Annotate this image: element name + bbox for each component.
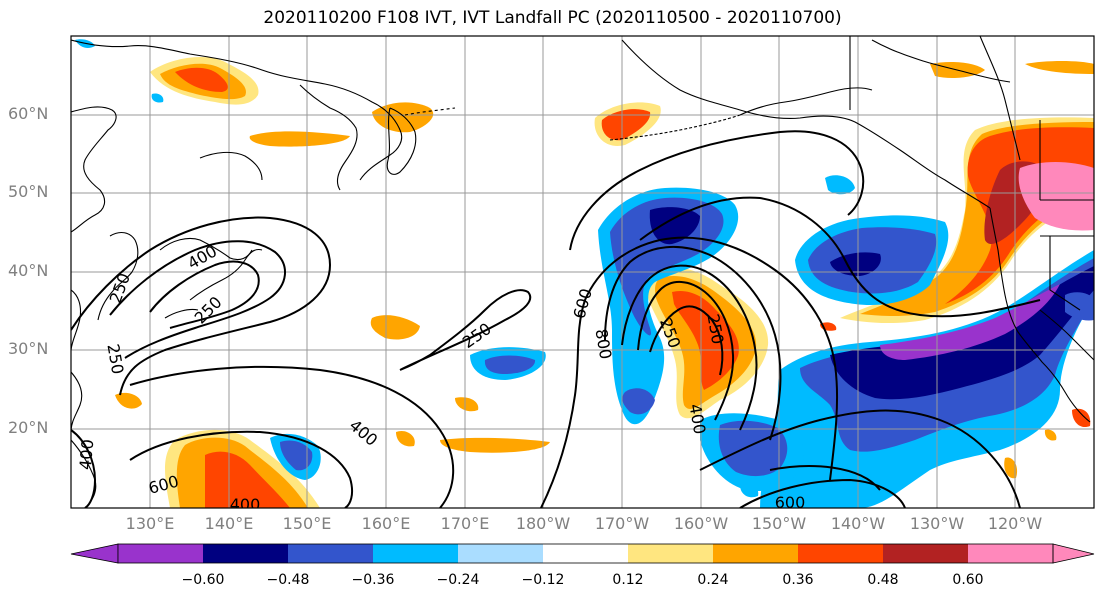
map-content: 250 400 250 250 400 600 400 250 400 600 …	[71, 36, 1094, 514]
positive-anomaly-shading	[115, 57, 1094, 508]
colorbar-segment	[628, 544, 713, 563]
colorbar-segment	[203, 544, 288, 563]
colorbar-tick-label: 0.24	[697, 572, 729, 588]
colorbar-segment	[883, 544, 968, 563]
colorbar-tick-label: 0.36	[782, 572, 814, 588]
lon-label: 160°W	[673, 514, 729, 533]
lat-label: 60°N	[8, 104, 49, 123]
coastlines	[71, 36, 1094, 508]
colorbar-segment	[458, 544, 543, 563]
contour-label: 600	[775, 493, 806, 512]
colorbar-segment	[373, 544, 458, 563]
colorbar-segment	[798, 544, 883, 563]
lon-label: 130°W	[909, 514, 965, 533]
lon-label: 120°W	[987, 514, 1043, 533]
lon-label: 140°W	[830, 514, 886, 533]
lon-label: 150°W	[751, 514, 807, 533]
graticule	[71, 36, 1094, 508]
colorbar-low-extend	[70, 543, 119, 564]
colorbar-segment	[713, 544, 798, 563]
lon-label: 170°W	[594, 514, 650, 533]
colorbar-tick-label: 0.60	[952, 572, 984, 588]
contour-label: 400	[76, 438, 98, 470]
lat-label: 50°N	[8, 182, 49, 201]
colorbar-tick-label: −0.24	[436, 572, 480, 588]
map-frame	[70, 35, 1095, 509]
colorbar-tick-label: −0.12	[521, 572, 565, 588]
colorbar-tick-label: −0.36	[351, 572, 395, 588]
contour-label: 400	[230, 495, 261, 514]
map-title: 2020110200 F108 IVT, IVT Landfall PC (20…	[263, 8, 842, 28]
colorbar-segment	[288, 544, 373, 563]
lat-label: 20°N	[8, 418, 49, 437]
lon-label: 180°W	[515, 514, 571, 533]
colorbar	[70, 543, 1095, 564]
colorbar-tick-label: 0.48	[867, 572, 899, 588]
lon-label: 160°E	[361, 514, 411, 533]
colorbar-tick-label: 0.12	[612, 572, 644, 588]
colorbar-high-extend	[1052, 543, 1095, 564]
colorbar-tick-label: −0.48	[266, 572, 310, 588]
lat-label: 40°N	[8, 261, 49, 280]
lon-label: 140°E	[204, 514, 254, 533]
colorbar-segment	[543, 544, 628, 563]
colorbar-outline	[117, 543, 1054, 564]
ivt-contours	[71, 130, 1041, 508]
colorbar-tick-label: −0.60	[181, 572, 225, 588]
colorbar-segment	[968, 544, 1053, 563]
lon-label: 170°E	[440, 514, 490, 533]
lon-label: 150°E	[282, 514, 332, 533]
colorbar-segment	[118, 544, 203, 563]
lon-label: 130°E	[125, 514, 175, 533]
lat-label: 30°N	[8, 339, 49, 358]
